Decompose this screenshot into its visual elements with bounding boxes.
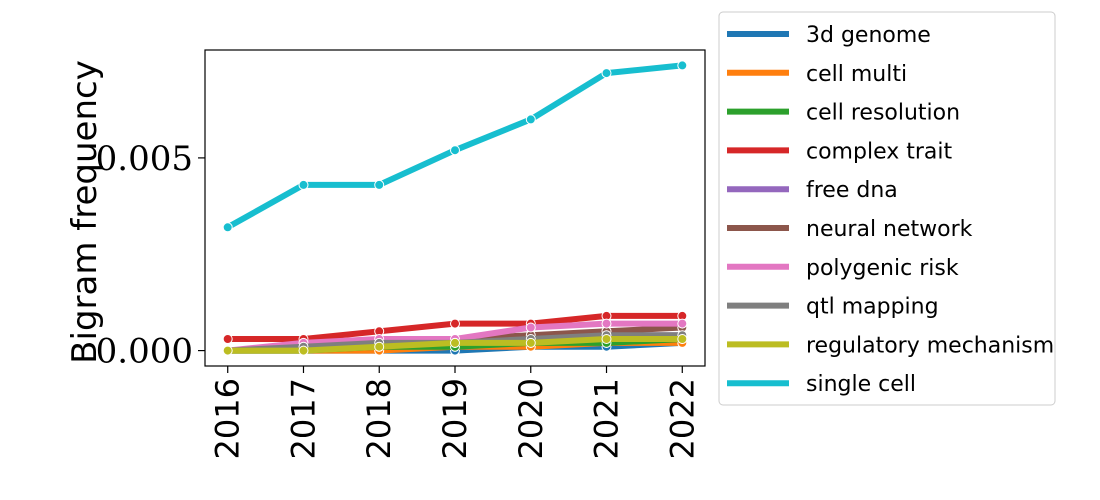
legend-items: 3d genome cell multi cell resolution comple… [727,23,1054,397]
x-tick-label: 2018 [360,378,398,459]
legend-label: complex trait [806,139,952,164]
x-tick-label: 2016 [209,378,247,459]
legend-entry: single cell [727,372,916,397]
legend-label: neural network [806,217,973,242]
data-point [298,179,309,190]
data-point [450,337,460,348]
data-point [298,345,309,356]
legend-entry: qtl mapping [727,295,939,320]
data-point [450,145,460,156]
legend-frame [718,11,1056,406]
data-point [525,114,536,125]
legend-label: qtl mapping [806,295,939,320]
legend-label: free dna [806,178,898,203]
legend-entry: complex trait [727,139,952,164]
legend-label: cell multi [806,62,907,87]
data-point [222,334,233,344]
legend-entry: 3d genome [727,23,931,48]
data-point [677,318,688,329]
legend-entry: free dna [727,178,898,203]
x-tick-label: 2020 [512,378,550,459]
data-point [450,318,460,329]
legend-entry: polygenic risk [727,256,959,281]
legend-entry: neural network [727,217,973,242]
legend-entry: regulatory mechanism [727,333,1054,358]
data-point [525,337,536,348]
legend-entry: cell multi [727,62,907,87]
y-axis-label: Bigram frequency [65,60,105,364]
x-tick-label: 2017 [285,378,323,459]
series-layer [222,60,688,356]
series-regulatory-mechanism [222,334,688,356]
x-tick-label: 2022 [663,378,701,459]
series-single-cell [222,60,688,233]
x-tick-label: 2021 [588,378,626,459]
data-point [374,179,385,190]
y-tick-label: 0.000 [96,332,193,372]
legend-label: polygenic risk [806,256,959,281]
y-tick-label: 0.005 [96,139,193,179]
legend-label: regulatory mechanism [806,333,1054,358]
data-point [677,60,688,71]
data-point [525,322,536,333]
data-point [222,345,233,356]
legend-label: 3d genome [806,23,931,48]
y-axis: 0.000 0.005 [96,139,205,372]
legend-entry: cell resolution [727,101,960,126]
legend-label: single cell [806,372,916,397]
legend: 3d genome cell multi cell resolution comple… [718,11,1056,406]
x-axis: 2016 2017 2018 2019 2020 2021 2022 [209,366,701,459]
data-point [601,318,612,329]
data-point [601,334,612,344]
x-tick-label: 2019 [436,378,474,459]
data-point [222,222,233,233]
legend-label: cell resolution [806,101,960,126]
data-point [374,341,385,352]
data-point [601,68,612,79]
data-point [677,334,688,344]
